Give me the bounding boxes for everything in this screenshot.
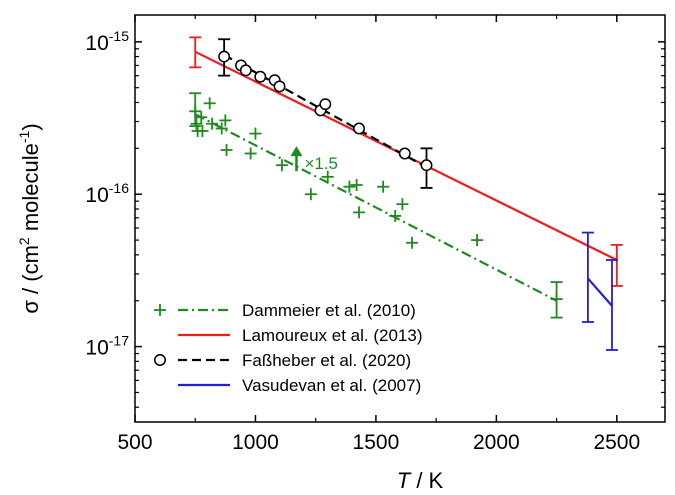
data-point [321,170,334,183]
data-point [350,178,363,191]
x-tick-label: 1000 [232,431,279,454]
plot-frame [134,14,666,423]
legend-item: Vasudevan et al. (2007) [178,376,421,395]
data-point [219,114,232,127]
data-point [273,80,286,93]
data-point [304,188,317,201]
error-bar [189,36,202,69]
legend-label: Lamoureux et al. (2013) [242,326,423,345]
series [581,231,618,351]
x-tick-label: 2000 [473,431,520,454]
data-point [319,98,332,111]
legend-item: Lamoureux et al. (2013) [178,326,423,345]
legend-label: Vasudevan et al. (2007) [242,376,421,395]
series-line [587,277,613,307]
error-bar [581,231,594,323]
x-axis-label: T / K [397,468,444,493]
series-layer: ×1.5 [189,36,623,351]
x-tick-label: 2500 [593,431,640,454]
annotation-label: ×1.5 [304,154,338,173]
legend-marker [154,304,166,316]
data-point [239,64,252,77]
data-point [203,97,216,110]
legend-marker [154,354,166,366]
data-point [389,209,402,222]
y-axis-label: σ / (cm2 molecule-1) [16,123,43,313]
data-point [189,105,202,118]
legend: Dammeier et al. (2010) Lamoureux et al. (… [154,301,423,395]
data-point [353,122,365,135]
data-point [353,206,366,219]
y-tick-label: 10-15 [85,28,129,55]
data-point [550,293,563,306]
y-tick-label: 10-17 [85,333,129,360]
data-point [343,180,356,193]
series-line [194,113,558,302]
data-point [218,50,231,63]
data-point [195,111,208,124]
data-point [471,234,484,247]
legend-label: Faßheber et al. (2020) [242,351,411,370]
annotation-arrow-head [290,146,303,157]
data-point [396,198,409,211]
x-tick-label: 500 [117,431,152,454]
data-point [254,70,267,83]
legend-item: Dammeier et al. (2010) [154,301,416,320]
legend-label: Dammeier et al. (2010) [242,301,416,320]
data-point [249,127,262,140]
data-point [190,117,203,130]
data-point [275,159,288,172]
x-tick-label: 1500 [353,431,400,454]
data-point [206,117,219,130]
annotation: ×1.5 [290,146,338,173]
series [218,38,433,189]
data-point [420,159,433,172]
legend-item: Faßheber et al. (2020) [154,351,411,370]
y-tick-label: 10-16 [85,180,129,207]
series [189,36,623,287]
data-point [196,124,209,137]
data-point [220,144,233,157]
data-point [406,236,419,249]
data-point [244,147,257,160]
data-point [215,122,228,135]
series [189,92,563,319]
axes: 500 1000 1500 2000 2500 10-15 10-16 10-17 T / K σ… [16,14,666,493]
data-point [377,180,390,193]
data-point [398,147,411,160]
error-bar [606,259,618,351]
